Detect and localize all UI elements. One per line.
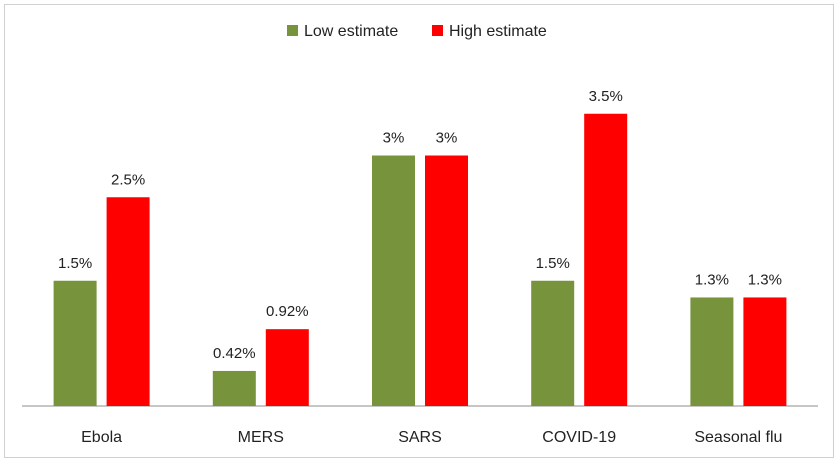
data-label-high-mers: 0.92% (266, 303, 309, 320)
bar-high-seasonal-flu (743, 297, 787, 406)
bar-low-mers (212, 370, 256, 406)
legend-swatch-high (432, 25, 443, 36)
legend-label-high: High estimate (449, 23, 547, 40)
data-label-low-sars: 3% (383, 130, 405, 147)
data-label-high-covid-19: 3.5% (589, 88, 623, 105)
data-label-high-seasonal-flu: 1.3% (748, 271, 782, 288)
bar-low-sars (372, 155, 415, 406)
bar-low-ebola (53, 280, 97, 406)
data-label-high-sars: 3% (436, 130, 458, 147)
x-tick-label-ebola: Ebola (81, 429, 122, 446)
bar-high-covid-19 (584, 113, 628, 406)
data-label-high-ebola: 2.5% (111, 171, 145, 188)
x-tick-label-covid-19: COVID-19 (542, 429, 616, 446)
x-tick-label-sars: SARS (398, 429, 442, 446)
bar-high-sars (425, 155, 468, 406)
legend-swatch-low (287, 25, 298, 36)
bar-high-ebola (106, 197, 150, 406)
data-label-low-seasonal-flu: 1.3% (695, 271, 729, 288)
x-tick-label-mers: MERS (238, 429, 284, 446)
legend-label-low: Low estimate (304, 23, 398, 40)
bar-low-seasonal-flu (690, 297, 734, 406)
data-label-low-mers: 0.42% (213, 345, 256, 362)
bar-low-covid-19 (531, 280, 575, 406)
x-tick-label-seasonal-flu: Seasonal flu (694, 429, 782, 446)
data-label-low-ebola: 1.5% (58, 255, 92, 272)
bar-high-mers (265, 329, 309, 406)
data-label-low-covid-19: 1.5% (536, 255, 570, 272)
